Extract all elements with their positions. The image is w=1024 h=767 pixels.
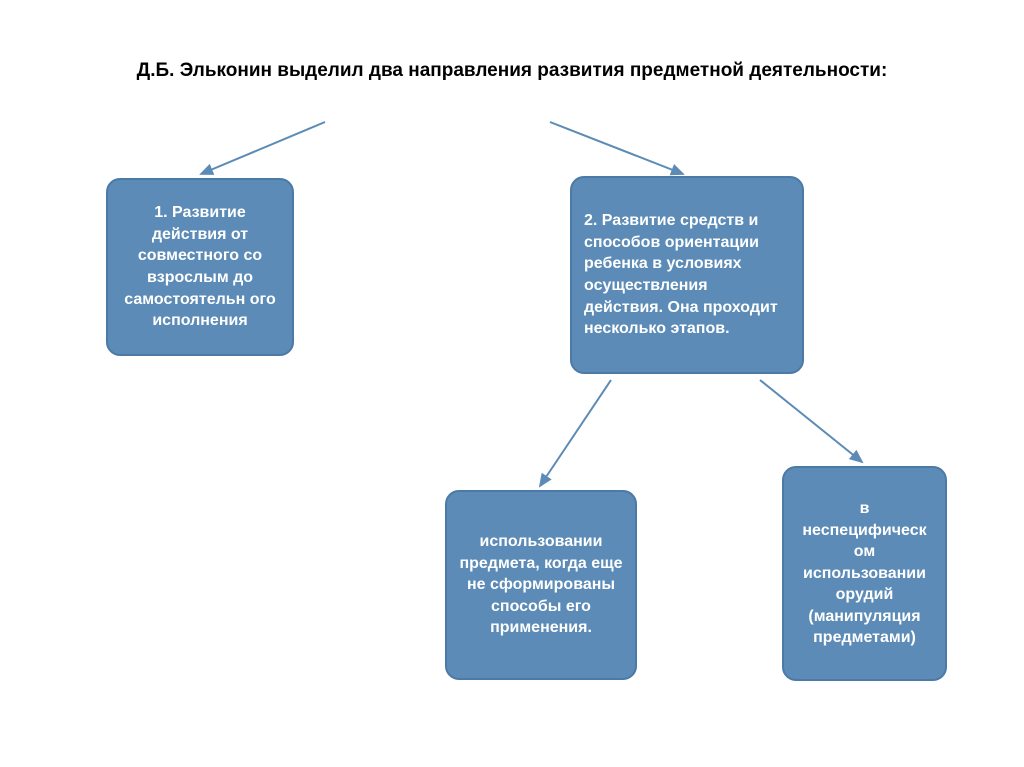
node-text: 1. Развитие действия от совместного со в…: [120, 202, 280, 332]
node-stage-2: в неспецифическ ом использовании орудий …: [782, 466, 947, 681]
node-text: использовании предмета, когда еще не сфо…: [459, 531, 623, 639]
arrow: [760, 380, 862, 462]
node-text: 2. Развитие средств и способов ориентаци…: [584, 210, 790, 340]
diagram-title: Д.Б. Эльконин выделил два направления ра…: [100, 58, 924, 84]
node-stage-1: использовании предмета, когда еще не сфо…: [445, 490, 637, 680]
arrow: [201, 122, 325, 174]
node-direction-2: 2. Развитие средств и способов ориентаци…: [570, 176, 804, 374]
arrow: [550, 122, 683, 174]
node-text: в неспецифическ ом использовании орудий …: [796, 498, 933, 649]
arrow: [540, 380, 611, 486]
node-direction-1: 1. Развитие действия от совместного со в…: [106, 178, 294, 356]
